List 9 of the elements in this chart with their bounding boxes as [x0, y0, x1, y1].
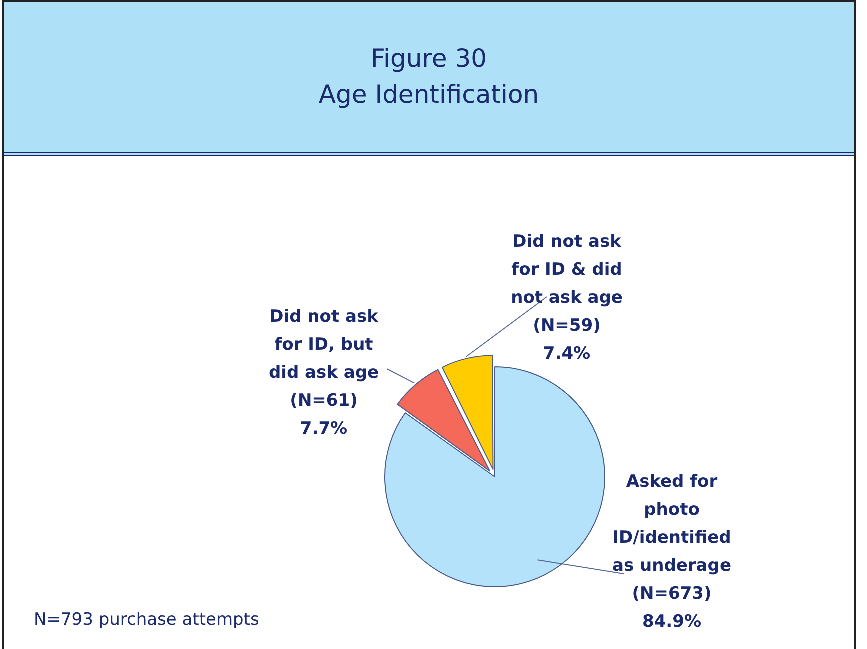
slice-label: Did not ask for ID, but did ask age: [268, 307, 380, 383]
slice-label: Did not ask for ID & did not ask age: [511, 232, 623, 308]
data-label: (N=59) 7.4%: [533, 316, 601, 364]
chart-title: Figure 30: [370, 43, 488, 75]
data-label: (N=61) 7.7%: [290, 391, 358, 439]
chart-subtitle: Age Identification: [318, 79, 540, 111]
text: N=793 purchase attempts: [34, 610, 260, 630]
slice-label: Asked for photo ID/identified as underage: [612, 472, 732, 576]
data-label: (N=673) 84.9%: [632, 584, 712, 632]
